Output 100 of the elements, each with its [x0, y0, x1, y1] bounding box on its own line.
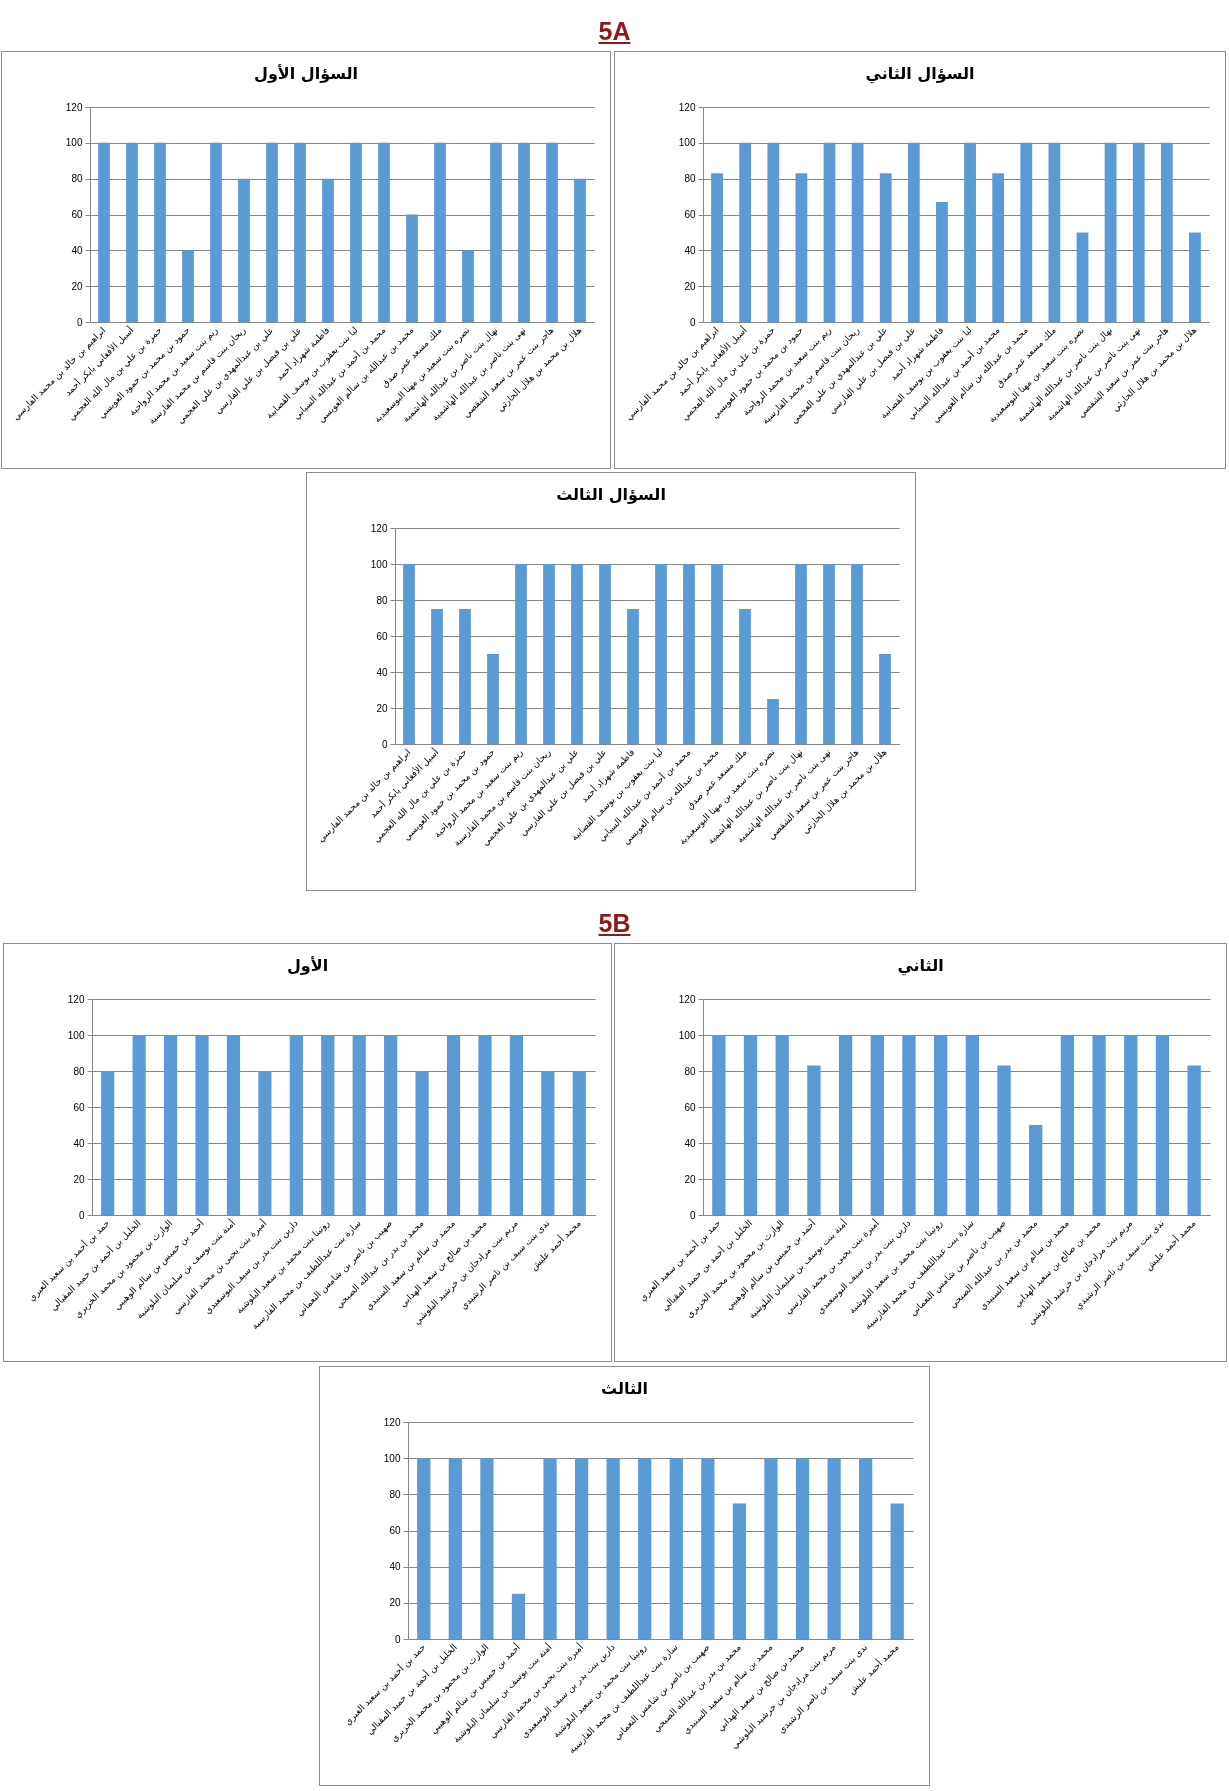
- bar: [965, 1035, 979, 1215]
- y-tick-label: 0: [689, 1209, 696, 1221]
- bar: [462, 250, 474, 322]
- bar: [711, 564, 723, 744]
- y-tick-label: 80: [684, 173, 696, 185]
- y-tick-label: 20: [376, 702, 388, 714]
- y-tick-label: 120: [67, 993, 85, 1005]
- bar: [378, 142, 390, 322]
- bar: [543, 1458, 557, 1639]
- y-tick-label: 20: [389, 1597, 401, 1609]
- bar: [739, 609, 751, 744]
- y-tick-label: 60: [389, 1525, 401, 1536]
- bar: [294, 142, 306, 322]
- y-tick-label: 100: [678, 1029, 696, 1041]
- y-tick-label: 20: [71, 280, 83, 292]
- y-tick-label: 120: [383, 1416, 401, 1428]
- bar: [638, 1458, 652, 1639]
- y-tick-label: 60: [73, 1101, 85, 1113]
- y-tick-label: 0: [689, 316, 696, 328]
- bar: [1187, 1065, 1201, 1215]
- bar: [859, 1458, 873, 1639]
- chart-title: السؤال الثالث: [556, 485, 666, 504]
- bar: [743, 1035, 758, 1215]
- y-tick-label: 40: [389, 1561, 401, 1573]
- bar: [764, 1458, 778, 1639]
- bar: [434, 142, 446, 322]
- y-tick-label: 100: [65, 137, 83, 149]
- bar: [807, 1065, 821, 1215]
- bar: [417, 1458, 431, 1639]
- bar: [934, 1035, 948, 1215]
- chart-title: السؤال الأول: [254, 64, 358, 83]
- bar: [350, 142, 362, 322]
- bar: [767, 142, 780, 322]
- y-tick-label: 80: [71, 173, 83, 185]
- bar: [879, 654, 891, 744]
- bar: [827, 1458, 841, 1639]
- y-tick-label: 100: [67, 1029, 85, 1041]
- bar: [655, 564, 667, 744]
- bar: [627, 609, 639, 744]
- bar: [739, 142, 752, 322]
- bar: [515, 564, 527, 744]
- y-tick-label: 40: [684, 1137, 696, 1149]
- bar: [879, 173, 892, 322]
- bar: [182, 250, 194, 322]
- y-tick-label: 60: [71, 209, 83, 220]
- bar: [902, 1035, 916, 1215]
- bar: [1189, 232, 1201, 322]
- bar: [701, 1458, 715, 1639]
- y-tick-label: 60: [376, 630, 388, 642]
- bar: [767, 699, 779, 744]
- bar: [936, 201, 948, 322]
- bar: [851, 564, 863, 744]
- bar: [459, 609, 471, 744]
- bar: [1124, 1035, 1138, 1215]
- bar: [322, 178, 334, 322]
- bar: [1020, 142, 1033, 322]
- y-tick-label: 60: [684, 209, 696, 220]
- bar: [574, 1458, 589, 1639]
- bar: [599, 564, 611, 744]
- text: 5B: [598, 909, 631, 937]
- bar: [964, 142, 976, 322]
- y-tick-label: 100: [383, 1452, 401, 1464]
- bar: [838, 1035, 853, 1215]
- y-tick-label: 20: [684, 1173, 696, 1185]
- bar: [543, 564, 555, 744]
- y-tick-label: 20: [73, 1173, 85, 1185]
- bar: [98, 142, 110, 322]
- y-tick-label: 0: [78, 1209, 85, 1221]
- y-tick-label: 120: [678, 993, 696, 1005]
- bar: [1029, 1125, 1043, 1215]
- bar: [511, 1593, 526, 1639]
- y-tick-label: 120: [678, 101, 696, 113]
- y-tick-label: 40: [73, 1137, 85, 1149]
- bar: [795, 564, 807, 744]
- y-tick-label: 120: [370, 522, 388, 534]
- bar: [606, 1458, 620, 1639]
- y-tick-label: 80: [376, 594, 388, 606]
- bar: [823, 142, 836, 322]
- bar: [851, 142, 864, 322]
- bar: [1155, 1035, 1170, 1215]
- y-tick-label: 100: [370, 558, 388, 570]
- bar: [732, 1503, 747, 1639]
- bar: [487, 654, 499, 744]
- bar: [1060, 1035, 1075, 1215]
- bar: [870, 1035, 884, 1215]
- bar: [546, 142, 558, 322]
- y-tick-label: 20: [684, 280, 696, 292]
- bar: [266, 142, 278, 322]
- chart-title: الثاني: [897, 956, 944, 976]
- y-tick-label: 0: [381, 738, 388, 750]
- bar: [1076, 232, 1089, 322]
- bar: [823, 564, 835, 744]
- bar: [403, 564, 415, 744]
- bar: [669, 1458, 683, 1639]
- bar: [210, 142, 222, 322]
- y-tick-label: 60: [684, 1101, 696, 1113]
- chart-title: الأول: [286, 956, 329, 975]
- text: 5A: [598, 17, 631, 45]
- bar: [518, 142, 530, 322]
- bar: [997, 1065, 1011, 1215]
